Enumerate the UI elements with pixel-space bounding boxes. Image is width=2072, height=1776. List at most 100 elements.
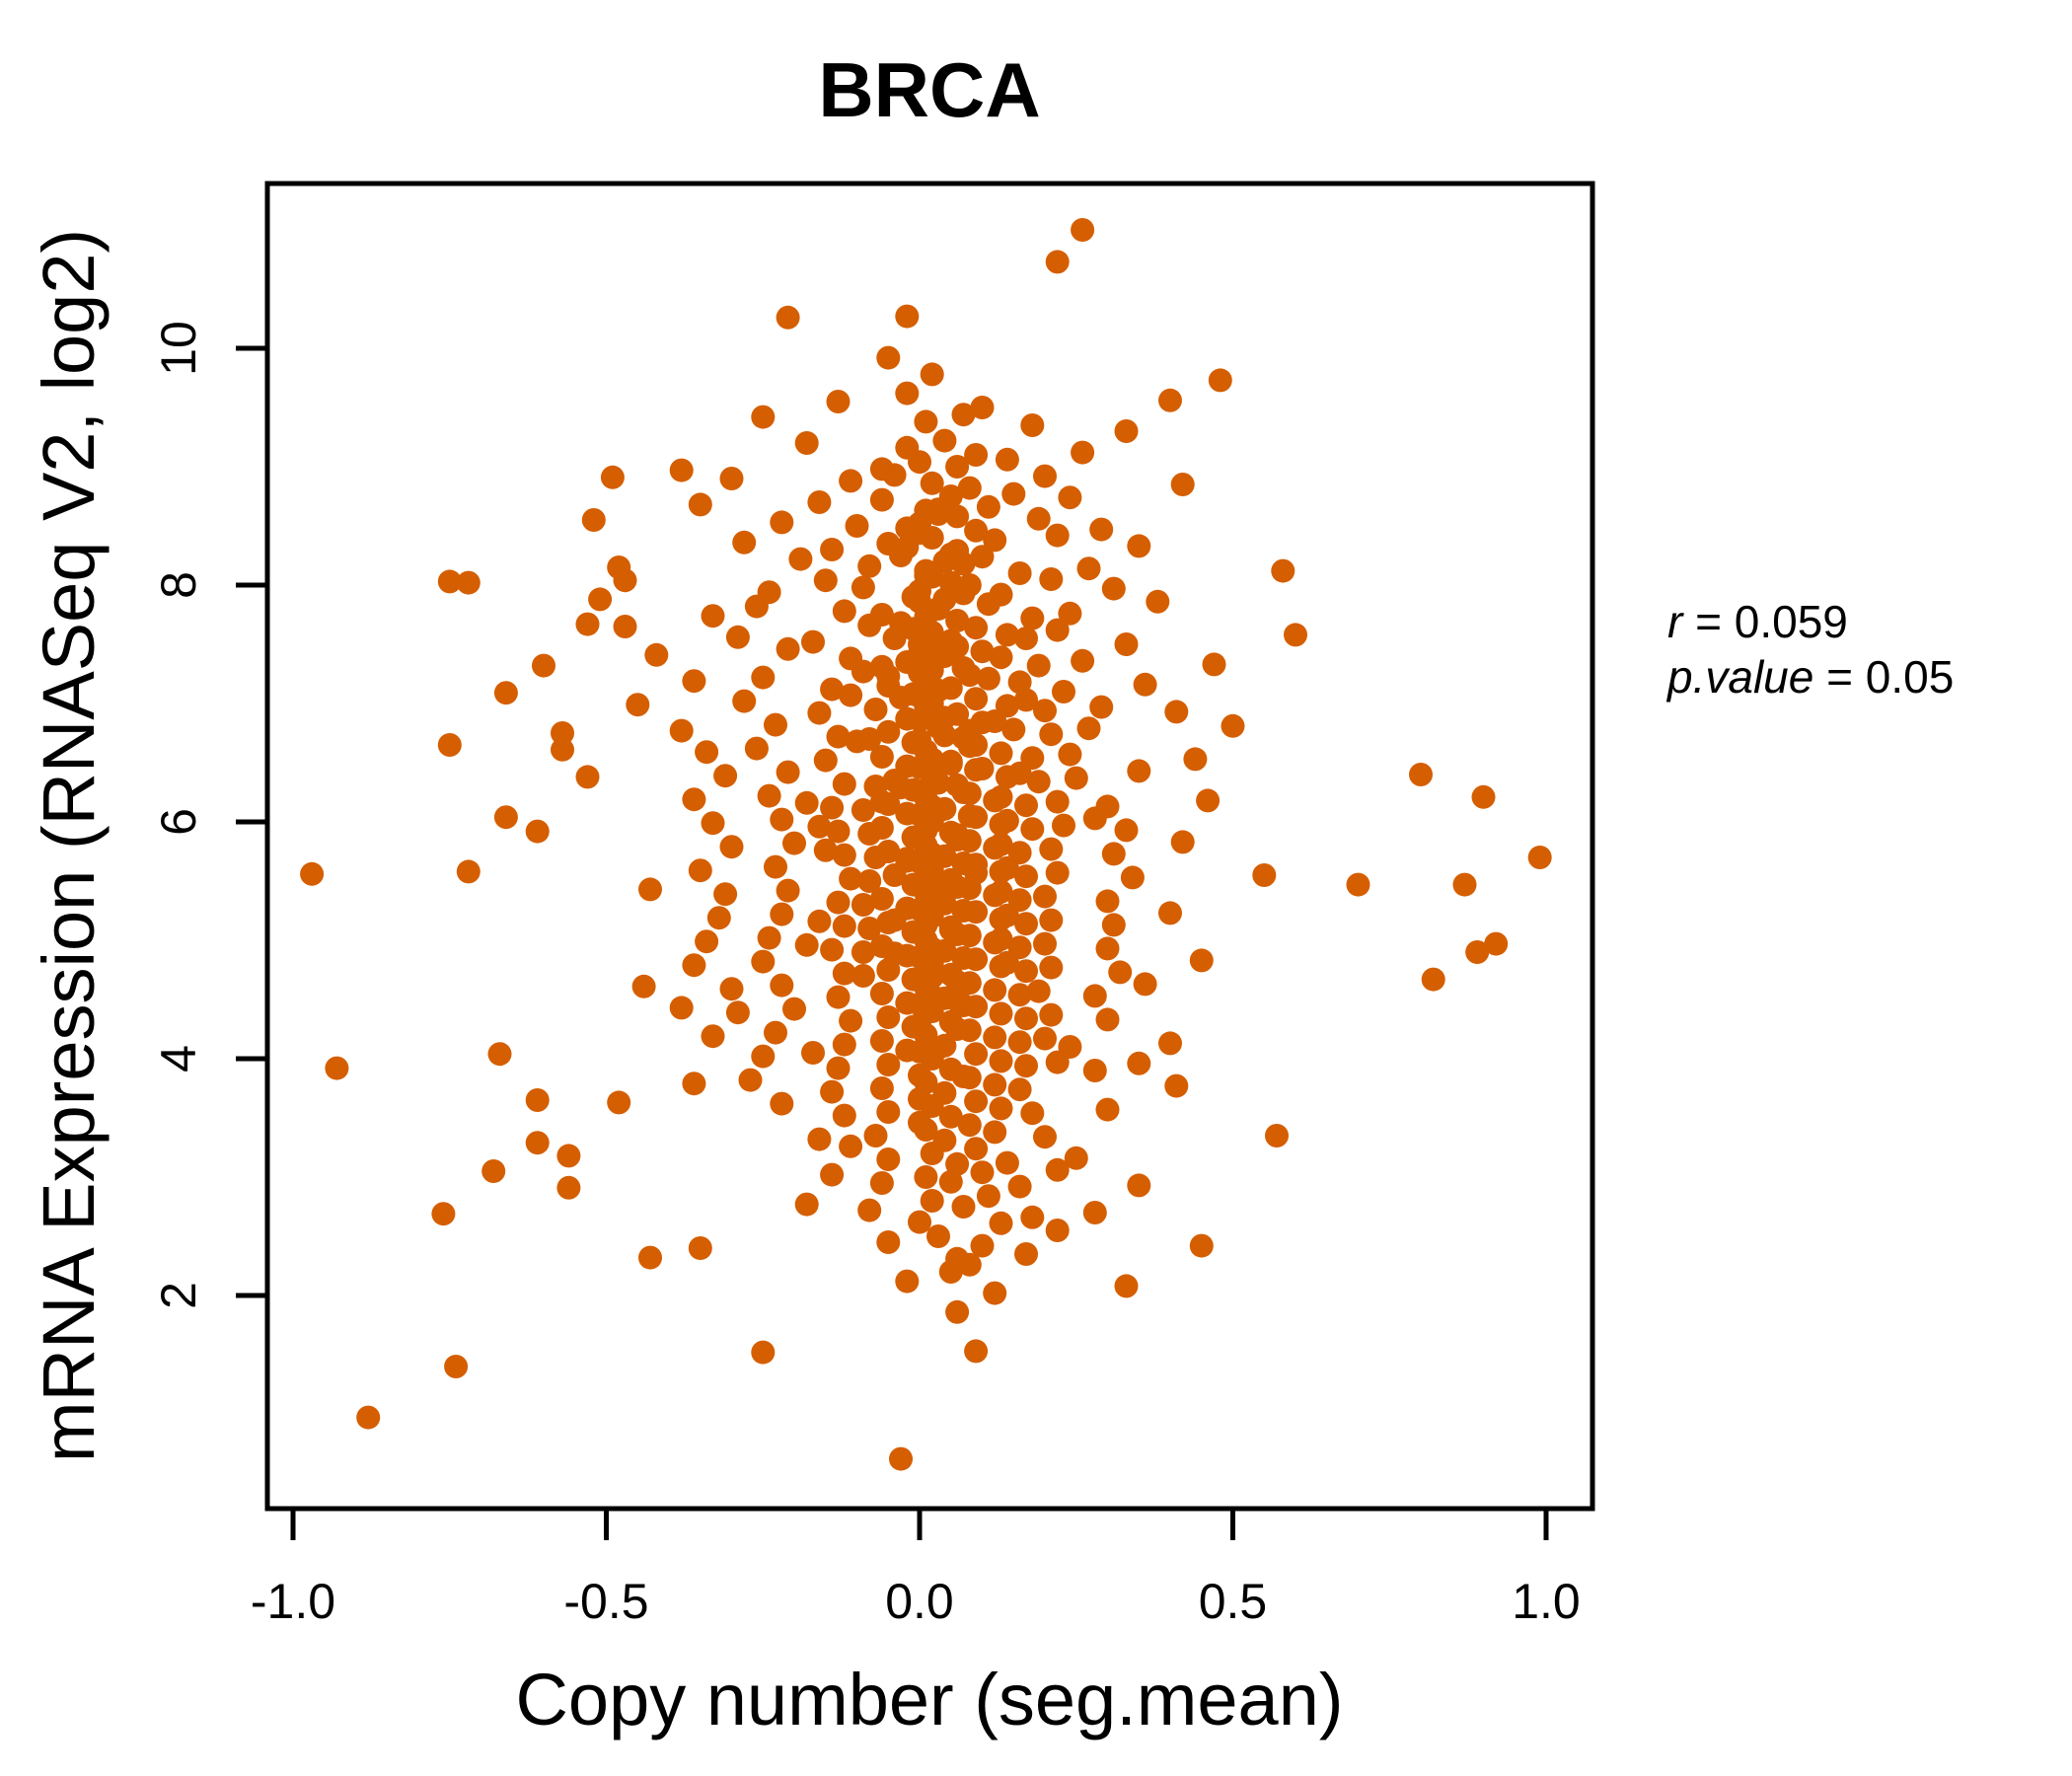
data-point	[794, 932, 819, 957]
data-point	[1183, 747, 1208, 772]
data-point	[356, 1405, 381, 1430]
data-point	[820, 937, 845, 962]
data-point	[493, 681, 518, 705]
data-point	[876, 345, 901, 370]
data-point	[964, 687, 989, 711]
data-point	[914, 1165, 938, 1189]
data-point	[995, 808, 1019, 833]
data-point	[920, 635, 944, 660]
data-point	[1114, 818, 1139, 843]
y-axis-ticks: 2 4 6 8 10	[151, 321, 267, 1309]
data-point	[1108, 960, 1133, 985]
data-point	[732, 689, 757, 713]
data-point	[1058, 742, 1082, 767]
data-point	[738, 1068, 763, 1092]
data-point	[776, 760, 800, 784]
data-point	[832, 961, 856, 986]
data-point	[820, 538, 845, 561]
data-point	[1007, 983, 1032, 1007]
data-point	[807, 490, 832, 514]
data-point	[938, 1104, 963, 1129]
data-point	[1020, 817, 1045, 842]
data-point	[1052, 680, 1075, 703]
chart-title: BRCA	[818, 46, 1040, 133]
data-point	[832, 914, 856, 938]
data-point	[1089, 517, 1114, 542]
data-point	[869, 1076, 894, 1100]
data-point	[845, 514, 869, 538]
data-point	[770, 807, 794, 832]
data-point	[807, 909, 832, 933]
x-tick-label: 0.5	[1199, 1574, 1268, 1629]
data-point	[813, 748, 838, 773]
data-point	[1033, 931, 1057, 956]
data-point	[751, 949, 776, 974]
pvalue-symbol: p.value	[1665, 651, 1813, 703]
data-point	[970, 1160, 995, 1185]
data-point	[964, 860, 989, 885]
data-point	[1202, 652, 1226, 677]
data-point	[932, 870, 957, 895]
data-point	[876, 664, 901, 689]
data-point	[1170, 473, 1195, 496]
data-point	[1064, 1146, 1088, 1170]
data-point	[914, 563, 938, 588]
data-point	[851, 964, 875, 988]
data-point	[869, 1029, 894, 1053]
data-point	[1076, 716, 1101, 741]
data-point	[807, 1127, 832, 1151]
data-point	[770, 510, 794, 535]
y-tick-label: 8	[151, 571, 206, 599]
data-point	[813, 838, 838, 862]
data-point	[1039, 1002, 1064, 1027]
data-point	[732, 530, 757, 555]
data-point	[938, 1169, 963, 1194]
data-point	[551, 721, 574, 745]
data-point	[556, 1175, 581, 1200]
data-point	[1014, 627, 1038, 650]
data-point	[995, 950, 1019, 975]
data-point	[764, 854, 787, 879]
r-symbol: r	[1667, 596, 1684, 647]
data-point	[1158, 1031, 1182, 1056]
data-point	[682, 669, 706, 694]
data-point	[851, 798, 875, 822]
data-point	[607, 1090, 631, 1115]
data-point	[957, 1252, 982, 1277]
data-point	[1039, 567, 1064, 591]
data-point	[1026, 506, 1051, 531]
data-point	[914, 894, 938, 919]
data-point	[908, 1086, 931, 1111]
data-point	[839, 683, 863, 707]
data-point	[995, 855, 1019, 880]
data-point	[551, 737, 574, 762]
data-point	[1127, 534, 1151, 558]
data-point	[1208, 368, 1232, 393]
data-point	[493, 805, 518, 830]
data-point	[1146, 589, 1170, 614]
data-point	[1082, 984, 1107, 1008]
points-layer	[300, 218, 1552, 1471]
data-point	[1527, 846, 1552, 869]
data-point	[920, 1189, 944, 1213]
data-point	[556, 1144, 581, 1168]
data-point	[976, 666, 1000, 691]
data-point	[688, 858, 712, 883]
data-point	[456, 859, 481, 884]
data-point	[725, 1000, 750, 1025]
data-point	[908, 1110, 931, 1135]
data-point	[832, 843, 856, 867]
data-point	[1033, 884, 1057, 909]
data-point	[613, 568, 637, 593]
data-point	[882, 908, 907, 932]
data-point	[857, 554, 882, 578]
data-point	[1089, 695, 1114, 719]
data-point	[525, 1131, 550, 1155]
data-point	[764, 1020, 787, 1045]
data-point	[970, 757, 995, 780]
data-point	[1014, 688, 1038, 712]
data-point	[889, 1446, 913, 1471]
data-point	[951, 1065, 976, 1088]
data-point	[1039, 955, 1064, 980]
data-point	[688, 1236, 712, 1260]
